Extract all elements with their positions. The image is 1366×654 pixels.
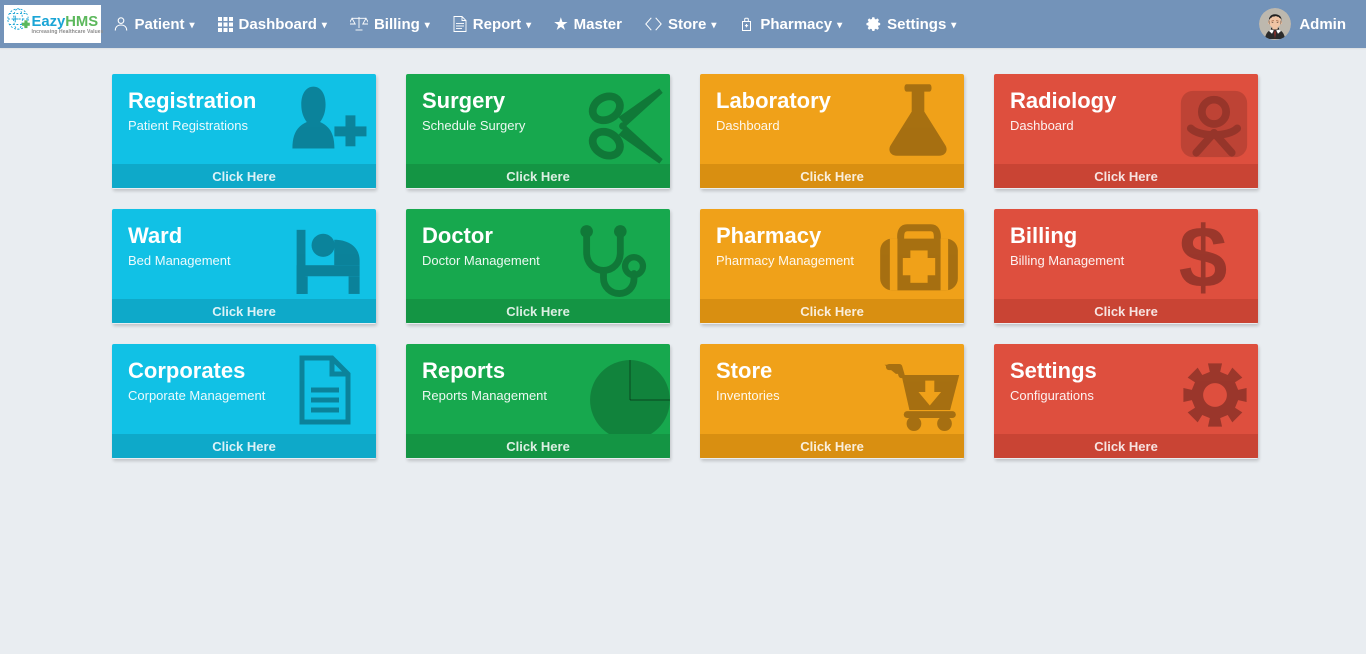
- svg-text:Increasing Healthcare Values: Increasing Healthcare Values: [32, 29, 104, 35]
- svg-text:EazyHMS: EazyHMS: [32, 14, 99, 30]
- svg-text:$: $: [1179, 211, 1228, 299]
